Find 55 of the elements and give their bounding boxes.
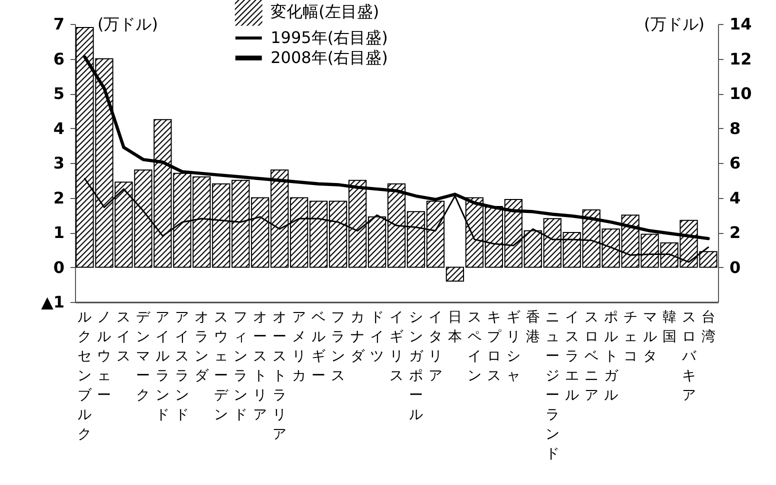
x-tick-label: イスラエル — [564, 310, 579, 404]
x-tick-label: シンガポール — [408, 310, 424, 423]
y-tick-label: ▲1 — [41, 292, 64, 312]
x-tick-label: ルクセンブルク — [78, 310, 93, 442]
x-tick-label: ドイツ — [370, 310, 384, 364]
x-tick-label: 香港 — [526, 310, 540, 345]
x-tick-label: ニュージーランド — [545, 310, 560, 462]
x-tick-label: アメリカ — [292, 310, 306, 384]
x-tick-label: フランス — [331, 310, 346, 384]
x-tick-label: スウェーデン — [214, 310, 230, 423]
legend-label: 1995年(右目盛) — [270, 28, 388, 47]
x-tick-label: スロベニア — [584, 310, 598, 404]
x-tick-label: オーストラリア — [272, 310, 287, 442]
x-tick-label: 日本 — [448, 310, 462, 345]
x-tick-label: マルタ — [642, 310, 657, 364]
x-tick-label: ベルギー — [312, 310, 326, 384]
x-tick-label: ポルトガル — [604, 310, 619, 404]
x-tick-label: スイス — [116, 310, 131, 364]
x-tick-label: フィンランド — [234, 310, 248, 423]
x-tick-label: イタリア — [428, 310, 442, 384]
y2-axis-title: (万ドル) — [644, 14, 704, 34]
x-tick-label: スロバキア — [680, 310, 697, 404]
x-tick-label: キプロス — [486, 310, 502, 384]
y2-tick-label: 14 — [730, 14, 752, 34]
y2-tick-label: 0 — [730, 258, 741, 277]
y-tick-label: 5 — [53, 84, 64, 103]
x-tick-label: オーストリア — [253, 310, 268, 423]
y-tick-label: 1 — [53, 223, 64, 242]
x-tick-label: アイスランド — [175, 310, 190, 423]
x-tick-label: カナダ — [350, 310, 366, 364]
x-tick-label: チェコ — [623, 310, 638, 364]
y-axis-title: (万ドル) — [98, 14, 158, 34]
y-tick-label: 6 — [53, 49, 64, 68]
y2-tick-label: 10 — [730, 84, 752, 103]
x-tick-label: デンマーク — [136, 310, 152, 404]
y-tick-label: 2 — [53, 188, 64, 208]
x-tick-label: イギリス — [390, 310, 404, 384]
y-tick-label: 3 — [53, 154, 64, 172]
x-tick-label: ノルウェー — [97, 310, 112, 404]
y2-tick-label: 6 — [730, 154, 741, 172]
y-tick-label: 4 — [53, 118, 64, 138]
x-tick-label: オランダ — [194, 310, 210, 384]
legend-label: 変化幅(左目盛) — [270, 2, 380, 21]
y2-tick-label: 8 — [730, 118, 741, 138]
y2-tick-label: 12 — [730, 49, 752, 68]
x-tick-label: ギリシャ — [506, 310, 520, 384]
y-tick-label: 7 — [53, 14, 64, 34]
x-tick-label: 韓国 — [662, 310, 676, 345]
x-tick-label: 台湾 — [701, 310, 716, 345]
y2-tick-label: 4 — [730, 188, 741, 208]
legend-label: 2008年(右目盛) — [270, 48, 388, 67]
x-tick-label: スペイン — [467, 310, 482, 384]
y-tick-label: 0 — [53, 258, 64, 277]
x-tick-label: アイルランド — [156, 310, 170, 423]
y2-tick-label: 2 — [730, 223, 741, 242]
